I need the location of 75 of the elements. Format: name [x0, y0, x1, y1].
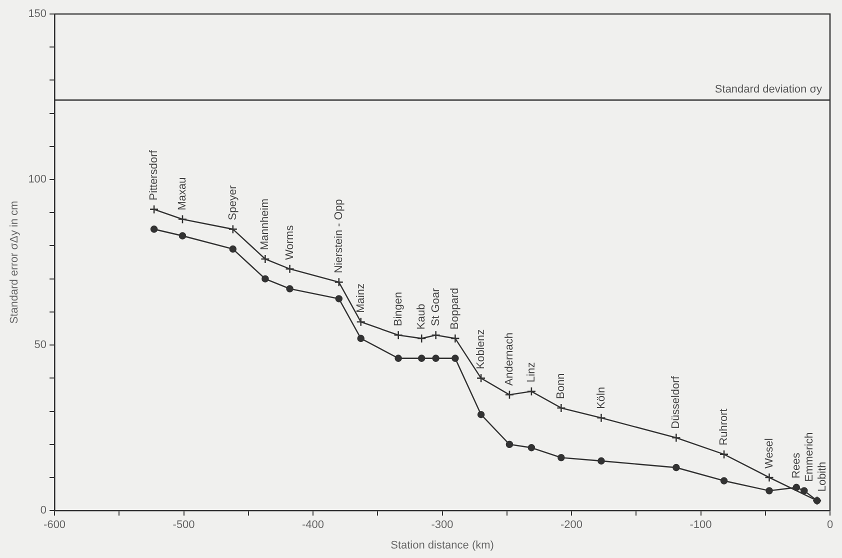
point [450, 334, 460, 344]
annotation: Bonn [555, 373, 568, 399]
annotation: Boppard [449, 288, 462, 330]
x-tick-label: -400 [302, 519, 324, 532]
point [356, 317, 366, 327]
point [394, 330, 403, 340]
annotation: Speyer [226, 185, 239, 220]
point [432, 354, 440, 362]
point [178, 214, 188, 224]
point [418, 354, 426, 362]
point [528, 444, 536, 452]
y-tick-label: 50 [34, 339, 47, 352]
x-axis-title: Station distance (km) [390, 539, 494, 552]
annotation: Köln [595, 386, 608, 409]
point [260, 254, 270, 264]
point [556, 403, 566, 413]
point [150, 226, 158, 233]
point [394, 354, 402, 362]
annotation: St Goar [430, 288, 442, 326]
point [476, 374, 486, 383]
x-tick-label: 0 [826, 519, 834, 532]
ref-line-label: Standard deviation σy [714, 84, 822, 96]
x-tick-label: -300 [431, 519, 454, 532]
annotation: Ruhrort [718, 408, 730, 446]
annotation: Koblenz [475, 329, 488, 370]
point [800, 487, 808, 494]
annotation: Worms [284, 224, 296, 260]
point [178, 232, 186, 240]
annotation: Maxau [176, 177, 189, 210]
point [672, 464, 680, 472]
point [334, 278, 344, 287]
annotation: Linz [525, 362, 538, 382]
y-axis-title: Standard error σΔy in cm [8, 200, 21, 324]
x-tick-label: -100 [690, 519, 712, 532]
point [286, 285, 294, 292]
point [477, 410, 485, 418]
point [719, 450, 729, 459]
point [764, 472, 774, 482]
point [149, 204, 159, 214]
point [452, 354, 459, 362]
point [357, 334, 365, 342]
point [766, 487, 773, 494]
point [416, 334, 426, 344]
x-tick-label: -500 [172, 519, 195, 532]
point [229, 245, 237, 253]
annotation: Rees [790, 452, 802, 478]
point [504, 390, 514, 400]
x-tick-label: -200 [560, 519, 583, 532]
annotation: Wesel [763, 438, 776, 468]
annotation: Mannheim [259, 198, 272, 250]
annotation: Emmerich [803, 432, 816, 482]
point [335, 295, 343, 302]
y-tick-label: 100 [28, 174, 47, 186]
point [262, 275, 269, 283]
annotation: Düsseldorf [670, 375, 682, 429]
point [228, 224, 238, 234]
point [431, 330, 440, 340]
point [720, 477, 728, 484]
y-tick-label: 150 [28, 8, 47, 20]
annotation: Bingen [392, 292, 404, 326]
point [598, 457, 605, 465]
point [526, 386, 536, 396]
annotation: Andernach [504, 332, 516, 386]
point [558, 454, 565, 462]
y-tick-label: 0 [40, 504, 47, 517]
annotation: Lobith [816, 462, 828, 492]
annotation: Mainz [354, 284, 367, 313]
point [672, 433, 681, 442]
annotation: Pittersdorf [148, 149, 160, 200]
annotation: Nierstein - Opp [332, 199, 345, 274]
point [596, 413, 606, 423]
annotation: Kaub [416, 304, 428, 330]
point [285, 264, 294, 274]
point [506, 440, 514, 448]
x-tick-label: -600 [44, 519, 66, 532]
